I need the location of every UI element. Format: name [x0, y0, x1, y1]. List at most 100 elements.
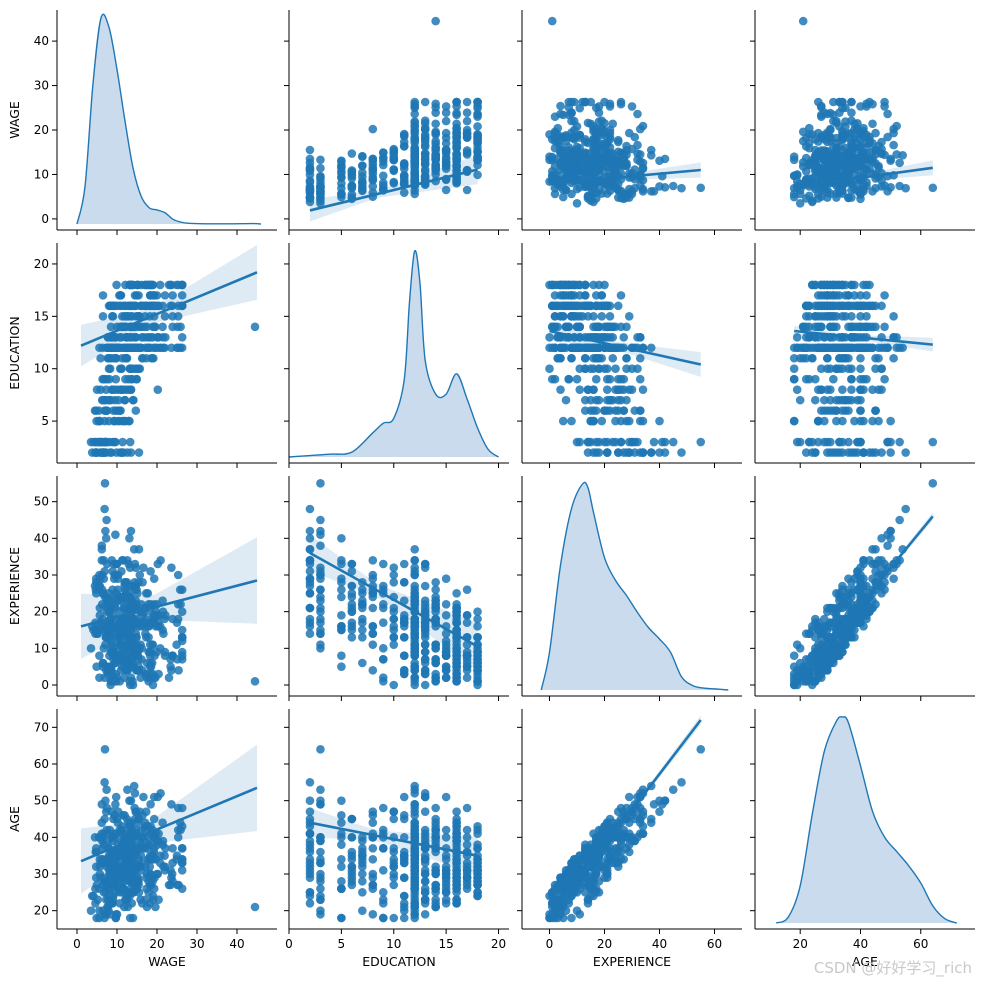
scatter-point [316, 479, 325, 488]
scatter-point [117, 353, 127, 363]
scatter-point [613, 395, 623, 405]
y-tick-label: 15 [34, 309, 49, 323]
scatter-point [441, 574, 451, 583]
scatter-point [305, 556, 315, 565]
scatter-point [473, 97, 482, 107]
scatter-point [804, 437, 814, 447]
scatter-point [829, 301, 838, 311]
scatter-point [101, 406, 111, 415]
scatter-point [250, 902, 260, 912]
scatter-point [378, 888, 388, 897]
scatter-point [868, 416, 877, 426]
scatter-point [847, 312, 856, 321]
scatter-point [133, 343, 142, 353]
scatter-point [895, 437, 904, 447]
scatter-point [97, 818, 107, 827]
scatter-point [605, 102, 615, 111]
scatter-point [547, 280, 557, 290]
scatter-point [657, 437, 667, 447]
scatter-point [572, 322, 582, 332]
scatter-point [137, 655, 146, 664]
scatter-point [880, 102, 889, 111]
scatter-point [410, 873, 420, 882]
scatter-point [155, 851, 165, 860]
scatter-point [316, 515, 325, 525]
scatter-point [410, 600, 420, 609]
scatter-point [140, 322, 149, 332]
scatter-point [305, 182, 315, 191]
scatter-point [316, 785, 325, 794]
scatter-point [859, 322, 868, 332]
scatter-point [117, 364, 126, 374]
scatter-point [87, 448, 97, 457]
scatter-point [441, 139, 451, 148]
scatter-point [795, 189, 805, 199]
scatter-point [462, 803, 472, 813]
scatter-point [589, 385, 598, 394]
scatter-point [602, 448, 612, 457]
scatter-point [132, 280, 142, 290]
scatter-point [627, 144, 637, 154]
scatter-point [594, 163, 604, 173]
scatter-point [611, 416, 620, 426]
scatter-point [368, 844, 378, 853]
scatter-point [545, 364, 554, 374]
scatter-point [928, 479, 938, 488]
scatter-point [792, 666, 802, 675]
scatter-point [115, 416, 125, 426]
scatter-point [638, 343, 648, 353]
scatter-point [880, 291, 889, 300]
y-tick-label: 70 [34, 720, 49, 734]
scatter-point [115, 825, 125, 835]
scatter-point [597, 312, 607, 321]
scatter-point [473, 666, 482, 675]
scatter-point [305, 866, 315, 875]
scatter-point [431, 119, 440, 129]
scatter-point [859, 448, 868, 457]
scatter-point [594, 322, 604, 332]
scatter-point [473, 880, 482, 890]
scatter-point [441, 153, 451, 162]
scatter-point [807, 343, 817, 353]
scatter-point [844, 589, 853, 598]
scatter-point [798, 162, 808, 171]
scatter-point [823, 353, 832, 363]
scatter-point [589, 312, 598, 321]
scatter-point [316, 541, 325, 550]
scatter-point [589, 197, 598, 207]
panel-wage-vs-age [750, 10, 975, 235]
scatter-point [160, 291, 170, 300]
scatter-point [847, 116, 856, 125]
scatter-point [431, 829, 440, 838]
scatter-point [177, 291, 187, 300]
scatter-point [452, 655, 461, 664]
scatter-point [856, 395, 865, 405]
scatter-point [575, 437, 585, 447]
scatter-point [798, 322, 808, 332]
scatter-point [569, 125, 579, 135]
scatter-point [874, 353, 883, 363]
scatter-point [368, 592, 378, 602]
scatter-point [810, 312, 820, 321]
scatter-point [856, 364, 865, 374]
scatter-point [368, 622, 378, 631]
scatter-point [99, 644, 109, 653]
scatter-point [389, 570, 399, 580]
scatter-point [877, 364, 886, 374]
scatter-point [635, 374, 645, 384]
scatter-point [452, 884, 461, 893]
scatter-point [368, 873, 378, 882]
y-tick-label: 30 [34, 568, 49, 582]
scatter-point [572, 199, 582, 208]
scatter-point [441, 651, 451, 660]
scatter-point [452, 807, 461, 816]
scatter-point [173, 825, 183, 835]
scatter-point [829, 448, 838, 457]
scatter-point [410, 651, 420, 660]
scatter-point [886, 448, 895, 457]
scatter-point [564, 143, 574, 152]
scatter-point [901, 504, 910, 514]
scatter-point [473, 614, 482, 624]
scatter-point [889, 128, 898, 138]
scatter-point [316, 585, 325, 594]
